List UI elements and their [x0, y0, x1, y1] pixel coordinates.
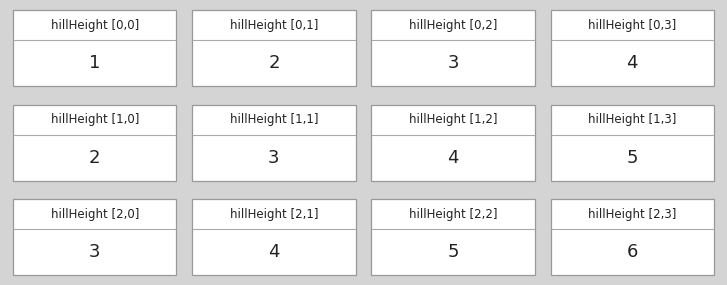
- Text: hillHeight [1,1]: hillHeight [1,1]: [230, 113, 318, 126]
- Text: 6: 6: [627, 243, 638, 261]
- Text: hillHeight [0,1]: hillHeight [0,1]: [230, 19, 318, 32]
- Bar: [192, 10, 356, 86]
- Bar: [192, 199, 356, 275]
- Bar: [371, 199, 534, 275]
- Text: 3: 3: [268, 149, 280, 167]
- Text: 4: 4: [268, 243, 280, 261]
- Bar: [551, 105, 714, 180]
- Bar: [551, 10, 714, 86]
- Text: 4: 4: [627, 54, 638, 72]
- Text: 3: 3: [447, 54, 459, 72]
- Text: 5: 5: [627, 149, 638, 167]
- Text: 1: 1: [89, 54, 100, 72]
- Text: hillHeight [2,0]: hillHeight [2,0]: [50, 208, 139, 221]
- Bar: [371, 10, 534, 86]
- Text: hillHeight [2,1]: hillHeight [2,1]: [230, 208, 318, 221]
- Bar: [13, 199, 176, 275]
- Text: 2: 2: [89, 149, 100, 167]
- Text: hillHeight [0,3]: hillHeight [0,3]: [588, 19, 676, 32]
- Bar: [371, 105, 534, 180]
- Text: hillHeight [1,2]: hillHeight [1,2]: [409, 113, 497, 126]
- Bar: [13, 105, 176, 180]
- Text: 5: 5: [447, 243, 459, 261]
- Text: hillHeight [1,0]: hillHeight [1,0]: [50, 113, 139, 126]
- Text: 3: 3: [89, 243, 100, 261]
- Bar: [13, 10, 176, 86]
- Text: hillHeight [1,3]: hillHeight [1,3]: [588, 113, 677, 126]
- Bar: [192, 105, 356, 180]
- Text: 4: 4: [447, 149, 459, 167]
- Bar: [551, 199, 714, 275]
- Text: hillHeight [0,2]: hillHeight [0,2]: [409, 19, 497, 32]
- Text: hillHeight [2,2]: hillHeight [2,2]: [409, 208, 497, 221]
- Text: hillHeight [0,0]: hillHeight [0,0]: [51, 19, 139, 32]
- Text: hillHeight [2,3]: hillHeight [2,3]: [588, 208, 677, 221]
- Text: 2: 2: [268, 54, 280, 72]
